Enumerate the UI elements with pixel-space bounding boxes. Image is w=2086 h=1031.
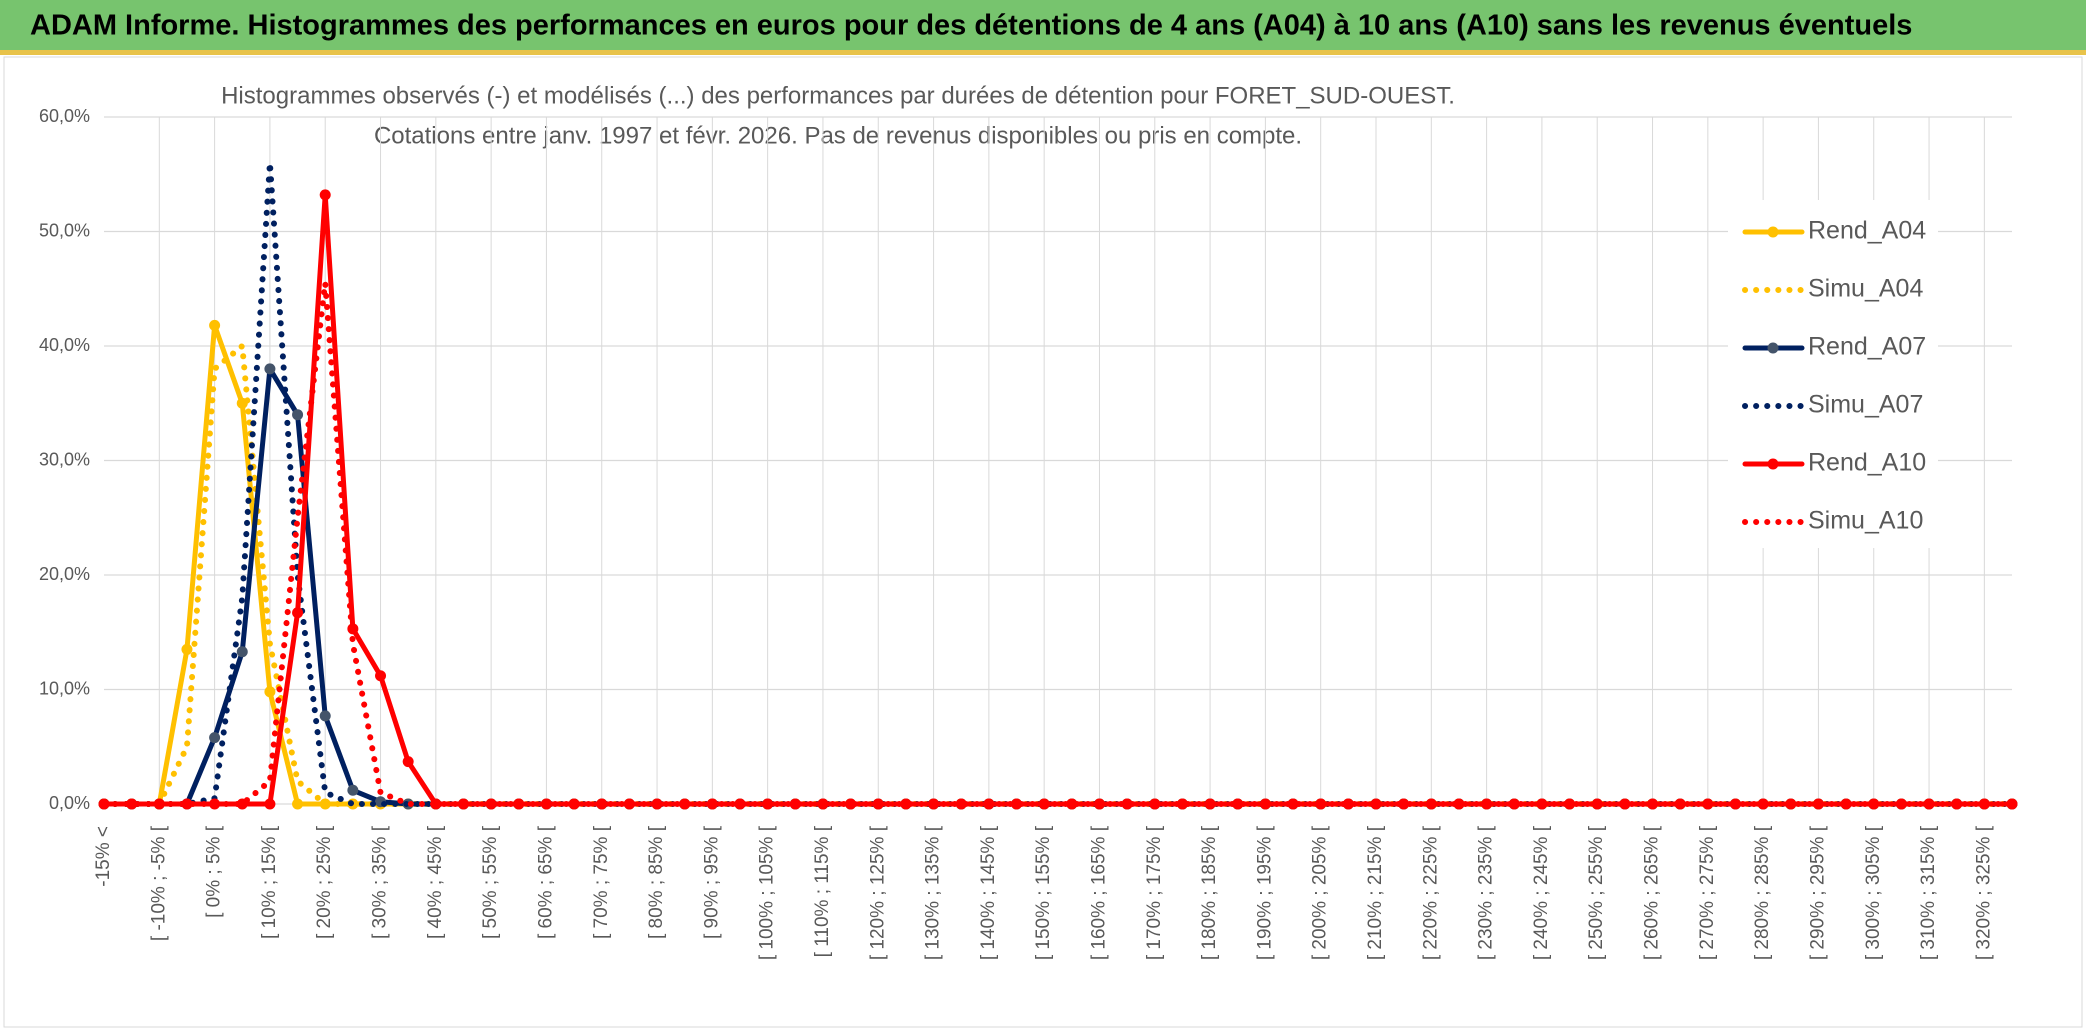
marker [264,798,276,810]
legend-label: Simu_A10 [1808,507,1923,535]
header-bar [0,0,2086,50]
x-tick-label: [ 100% ; 105% [ [757,825,778,960]
x-tick-label: [ 300% ; 305% [ [1863,825,1884,960]
marker [347,784,359,796]
marker [845,798,857,810]
marker [292,798,304,810]
marker [1066,798,1078,810]
x-tick-label: [ 240% ; 245% [ [1531,825,1552,960]
marker [1619,798,1631,810]
marker [1564,798,1576,810]
x-tick-label: [ 10% ; 15% [ [259,825,280,939]
x-tick-label: [ 250% ; 255% [ [1586,825,1607,960]
marker [1342,798,1354,810]
x-tick-label: -15% < [93,826,114,887]
marker [1121,798,1133,810]
y-tick-label: 20,0% [39,564,90,584]
marker [319,710,331,722]
y-tick-label: 40,0% [39,335,90,355]
marker [181,643,193,655]
x-tick-label: [ 280% ; 285% [ [1752,825,1773,960]
x-tick-label: [ 80% ; 85% [ [646,825,667,939]
marker [209,319,221,331]
marker [900,798,912,810]
legend-label: Rend_A04 [1808,217,1926,245]
marker [181,798,193,810]
legend-background [1728,200,1938,548]
x-tick-label: [ 220% ; 225% [ [1420,825,1441,960]
x-tick-label: [ 110% ; 115% [ [812,825,833,957]
x-tick-label: [ 190% ; 195% [ [1254,825,1275,960]
legend-marker [1767,226,1779,238]
marker [1508,798,1520,810]
y-tick-label: 10,0% [39,678,90,698]
marker [955,798,967,810]
x-tick-label: [ 320% ; 325% [ [1973,825,1994,960]
series-line [101,192,2015,807]
marker [1176,798,1188,810]
x-tick-label: [ 0% ; 5% [ [204,825,225,918]
marker [402,756,414,768]
x-tick-label: [ 160% ; 165% [ [1088,825,1109,960]
x-tick-label: [ 200% ; 205% [ [1310,825,1331,960]
x-tick-label: [ 50% ; 55% [ [480,825,501,939]
x-tick-label: [ 40% ; 45% [ [425,825,446,939]
x-tick-label: [ 130% ; 135% [ [923,825,944,960]
marker [264,686,276,698]
legend: Rend_A04 Simu_A04 Rend_A07 Simu_A07 Rend_A10… [1728,200,1938,548]
legend-label: Simu_A07 [1808,391,1923,419]
marker [292,607,304,619]
marker [1011,798,1023,810]
x-tick-label: [ 180% ; 185% [ [1199,825,1220,960]
x-tick-label: [ -10% ; -5% [ [148,825,169,941]
x-tick-label: [ 310% ; 315% [ [1918,825,1939,960]
legend-marker [1767,342,1779,354]
x-tick-label: [ 290% ; 295% [ [1807,825,1828,960]
legend-label: Simu_A04 [1808,275,1923,303]
marker [209,732,221,744]
chart-title: ADAM Informe. Histogrammes des performan… [30,10,1912,42]
chart-frame [3,56,2083,1028]
x-tick-label: [ 120% ; 125% [ [867,825,888,960]
y-tick-label: 50,0% [39,220,90,240]
marker [1232,798,1244,810]
marker [236,646,248,658]
marker [375,670,387,682]
x-tick-label: [ 170% ; 175% [ [1144,825,1165,960]
x-tick-label: [ 230% ; 235% [ [1476,825,1497,960]
legend-label: Rend_A07 [1808,333,1926,361]
marker [1398,798,1410,810]
marker [1287,798,1299,810]
x-tick-label: [ 140% ; 145% [ [978,825,999,960]
x-tick-label: [ 70% ; 75% [ [591,825,612,939]
y-tick-label: 60,0% [39,106,90,126]
y-tick-label: 0,0% [49,793,90,813]
y-tick-label: 30,0% [39,449,90,469]
series-line [101,280,2015,807]
x-tick-label: [ 210% ; 215% [ [1365,825,1386,960]
marker [319,189,331,201]
marker [264,363,276,375]
x-tick-label: [ 60% ; 65% [ [535,825,556,939]
chart-subtitle: Cotations entre janv. 1997 et févr. 2026… [374,122,1302,149]
marker [1453,798,1465,810]
marker [789,798,801,810]
x-tick-label: [ 150% ; 155% [ [1033,825,1054,960]
marker [292,409,304,421]
chart-subtitle: Histogrammes observés (-) et modélisés (… [221,82,1455,109]
marker [126,798,138,810]
x-tick-label: [ 20% ; 25% [ [314,825,335,939]
legend-marker [1767,458,1779,470]
x-tick-label: [ 260% ; 265% [ [1642,825,1663,960]
x-tick-label: [ 270% ; 275% [ [1697,825,1718,960]
header-rule [0,50,2086,55]
x-tick-label: [ 90% ; 95% [ [701,825,722,939]
legend-label: Rend_A10 [1808,449,1926,477]
x-tick-label: [ 30% ; 35% [ [370,825,391,939]
